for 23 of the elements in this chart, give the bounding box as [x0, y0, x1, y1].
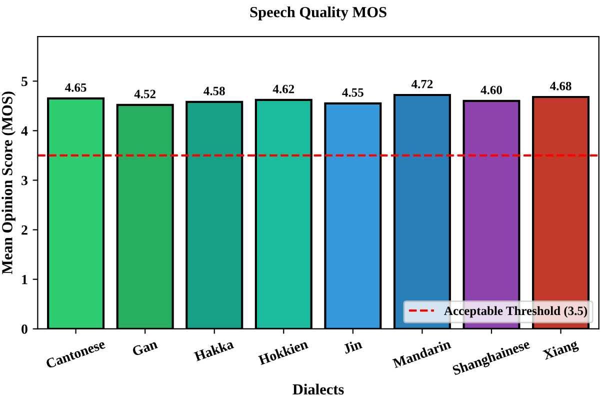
data-label: 4.68 — [550, 82, 572, 90]
x-tick-label: Hakka — [194, 338, 234, 362]
data-label: 4.52 — [134, 90, 156, 98]
x-tick-label: Hokkien — [258, 338, 309, 366]
x-tick-label: Jin — [342, 338, 363, 354]
y-tick-label: 3 — [22, 176, 28, 186]
y-axis-title: Mean Opinion Score (MOS) — [2, 92, 16, 274]
y-tick-label: 4 — [21, 126, 28, 136]
y-tick-label: 0 — [22, 324, 28, 334]
data-label: 4.60 — [480, 86, 502, 94]
data-label: 4.62 — [272, 84, 294, 94]
data-label: 4.72 — [411, 80, 433, 88]
data-label: 4.65 — [65, 83, 86, 92]
data-label: 4.55 — [342, 88, 364, 97]
legend-label: Acceptable Threshold (3.5) — [444, 306, 588, 318]
y-tick-label: 2 — [22, 225, 28, 235]
data-label: 4.58 — [204, 86, 225, 96]
x-tick-label: Xiang — [542, 338, 580, 363]
chart-title: Speech Quality MOS — [250, 6, 386, 20]
x-tick-label: Gan — [132, 339, 158, 356]
y-tick-label: 1 — [22, 274, 28, 284]
y-tick-label: 5 — [22, 76, 28, 86]
x-axis-title: Dialects — [292, 384, 344, 395]
